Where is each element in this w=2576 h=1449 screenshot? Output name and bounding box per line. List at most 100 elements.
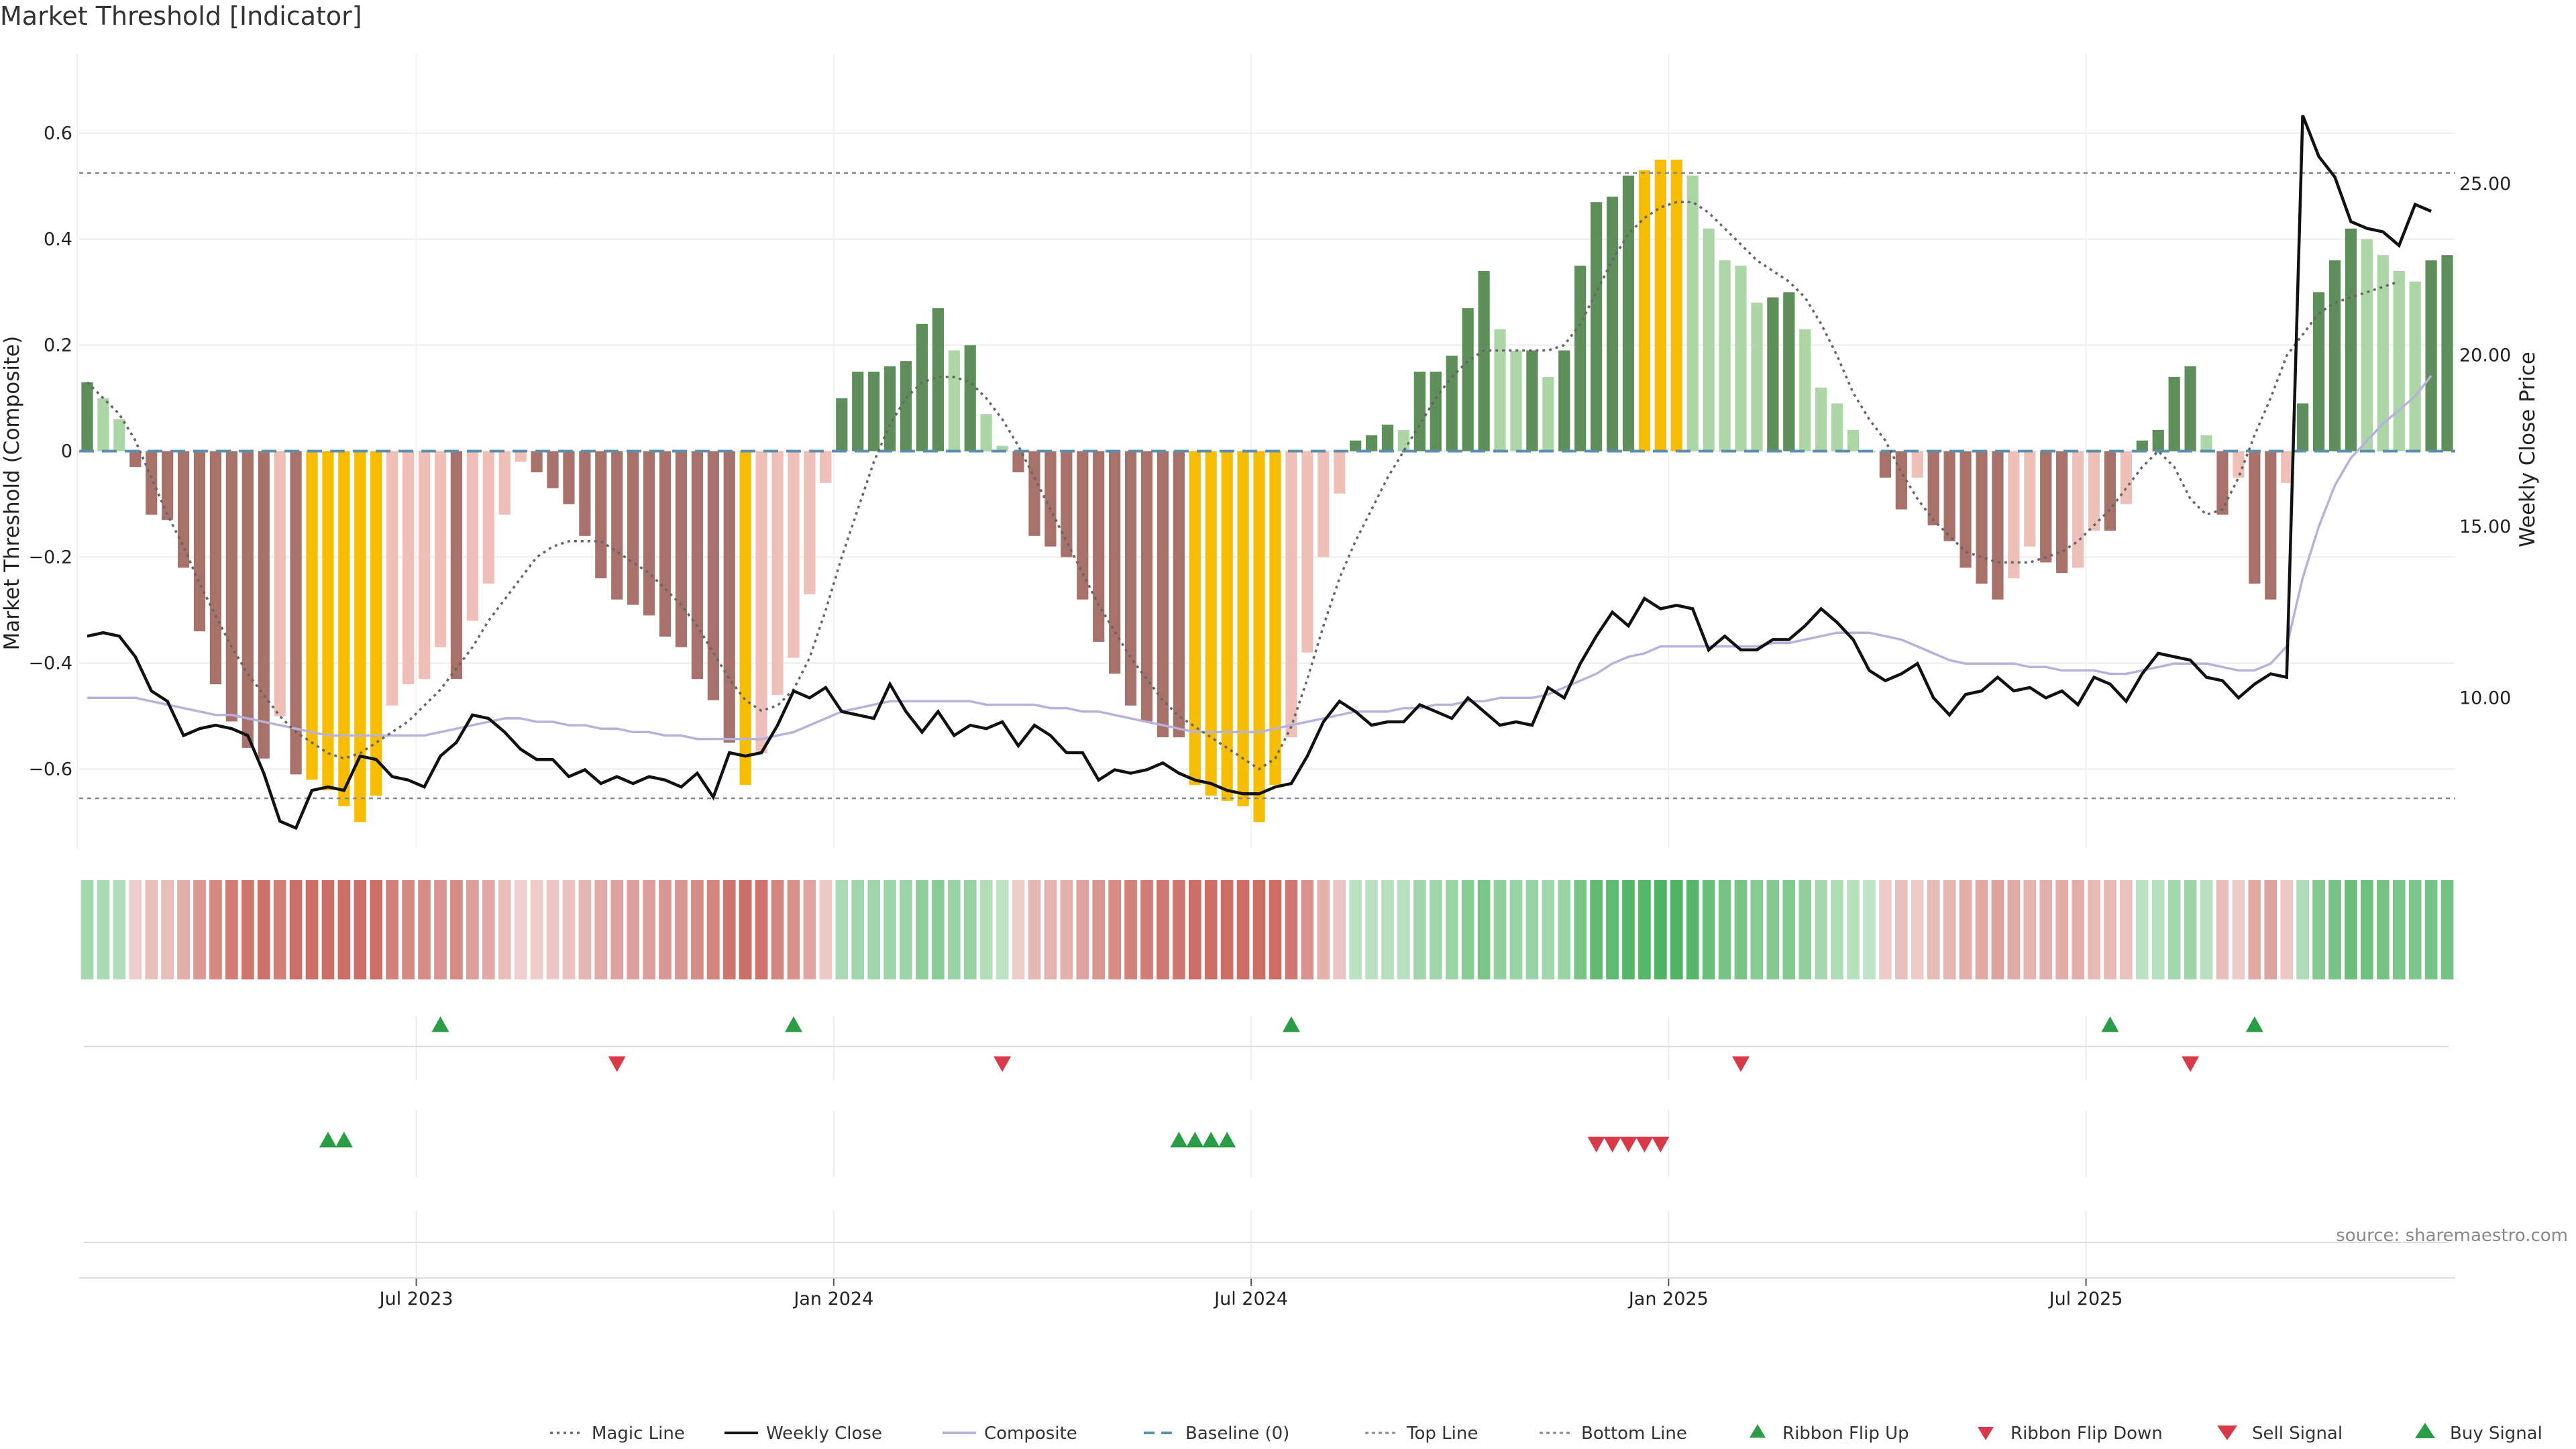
ribbon-cell <box>706 880 720 979</box>
composite-bar <box>2265 451 2277 600</box>
ribbon-cell <box>1140 880 1153 979</box>
ribbon-flip-up-marker <box>784 1016 802 1032</box>
ribbon-cell <box>1542 880 1555 979</box>
ribbon-cell <box>1124 880 1137 979</box>
buy-signal-marker <box>319 1132 337 1148</box>
ribbon-cell <box>691 880 704 979</box>
composite-bar <box>1542 376 1554 451</box>
composite-bar <box>2104 451 2116 531</box>
ribbon-cell <box>2184 880 2197 979</box>
composite-bar <box>948 350 960 451</box>
ribbon-cell <box>1831 880 1843 979</box>
composite-bar <box>1334 451 1346 494</box>
legend-item: Ribbon Flip Down <box>1978 1424 2163 1444</box>
composite-bar <box>2328 260 2341 451</box>
ribbon-cell <box>2280 880 2294 979</box>
composite-bar <box>515 451 527 462</box>
composite-bar <box>1253 451 1265 822</box>
composite-bar <box>1446 356 1458 451</box>
legend-label: Weekly Close <box>766 1424 882 1444</box>
ribbon-cell <box>514 880 527 979</box>
ribbon-cell <box>627 880 640 979</box>
sell-signal-marker <box>1587 1136 1605 1152</box>
composite-bar <box>338 451 350 806</box>
ribbon-cell <box>1606 880 1619 979</box>
ribbon-cell <box>1702 880 1715 979</box>
ribbon-cell <box>2023 880 2037 979</box>
composite-bar <box>1895 451 1907 510</box>
ribbon-flip-up-marker <box>1282 1016 1300 1032</box>
composite-bar <box>788 451 800 658</box>
axis-layer: 0.6 0.4 0.2 0 −0.2 −0.4 −0.6 25.00 20.00 15.00 10.… <box>28 123 2511 1310</box>
ribbon-cell <box>370 880 383 979</box>
composite-bar <box>964 345 976 451</box>
legend-label: Ribbon Flip Up <box>1782 1424 1909 1444</box>
composite-bar <box>418 451 431 680</box>
composite-bar <box>2136 440 2148 451</box>
composite-bar <box>1606 197 1619 451</box>
ribbon-cell <box>1285 880 1298 979</box>
ribbon-cell <box>161 880 174 979</box>
composite-bar <box>290 451 302 775</box>
composite-bar <box>2120 451 2133 504</box>
composite-bar <box>1943 451 1955 541</box>
composite-bar <box>2393 270 2405 451</box>
y2-tick-label: 15.00 <box>2459 517 2511 537</box>
bars-layer <box>81 160 2453 822</box>
ribbon-cell <box>418 880 431 979</box>
ribbon-cell <box>1525 880 1539 979</box>
ribbon-cell <box>659 880 672 979</box>
ribbon-cell <box>916 880 928 979</box>
legend-label: Bottom Line <box>1581 1424 1687 1444</box>
legend-label: Composite <box>984 1424 1077 1444</box>
ribbon-cell <box>932 880 945 979</box>
y2-tick-label: 20.00 <box>2459 345 2511 366</box>
buy-signal-marker <box>1170 1132 1188 1148</box>
ribbon-cell <box>2264 880 2277 979</box>
magic-line <box>86 201 2400 771</box>
composite-bar <box>563 451 575 504</box>
ribbon-cell <box>2135 880 2149 979</box>
composite-bar <box>2040 451 2052 563</box>
ribbon-cell <box>610 880 624 979</box>
composite-bar <box>1686 175 1699 451</box>
ribbon-cell <box>594 880 608 979</box>
ribbon-cell <box>145 880 158 979</box>
y-axis-label: Market Threshold (Composite) <box>0 336 24 651</box>
ribbon-cell <box>755 880 768 979</box>
ribbon-cell <box>337 880 351 979</box>
composite-bar <box>579 451 591 536</box>
composite-bar <box>2312 292 2325 451</box>
composite-bar <box>883 366 896 451</box>
ribbon-cell <box>2088 880 2100 979</box>
ribbon-cell <box>321 880 335 979</box>
ribbon-cell <box>1894 880 1908 979</box>
composite-bar <box>595 451 607 579</box>
ribbon-cell <box>193 880 206 979</box>
legend-item: Baseline (0) <box>1144 1424 1289 1444</box>
composite-bar <box>1140 451 1153 722</box>
ribbon-cell <box>2440 880 2454 979</box>
ribbon-cell <box>739 880 752 979</box>
ribbon-cell <box>1718 880 1731 979</box>
ribbon-cell <box>851 880 865 979</box>
composite-bar <box>1703 228 1715 451</box>
composite-bar <box>1831 403 1843 451</box>
composite-bar <box>1574 266 1587 451</box>
ribbon-cell <box>1349 880 1362 979</box>
ribbon-cell <box>883 880 896 979</box>
ribbon-cell <box>787 880 800 979</box>
composite-bar <box>2168 376 2180 451</box>
composite-bar <box>1124 451 1137 706</box>
ribbon-cell <box>2345 880 2357 979</box>
composite-bar <box>1044 451 1057 547</box>
composite-bar <box>1847 429 1860 451</box>
composite-bar <box>804 451 816 594</box>
sell-signal-marker <box>1652 1136 1670 1152</box>
composite-bar <box>306 451 318 780</box>
source-note: source: sharemaestro.com <box>2336 1226 2568 1246</box>
composite-bar <box>2184 366 2196 451</box>
y-tick-label: −0.4 <box>28 653 72 674</box>
composite-bar <box>1879 451 1892 478</box>
ribbon-cell <box>1574 880 1587 979</box>
